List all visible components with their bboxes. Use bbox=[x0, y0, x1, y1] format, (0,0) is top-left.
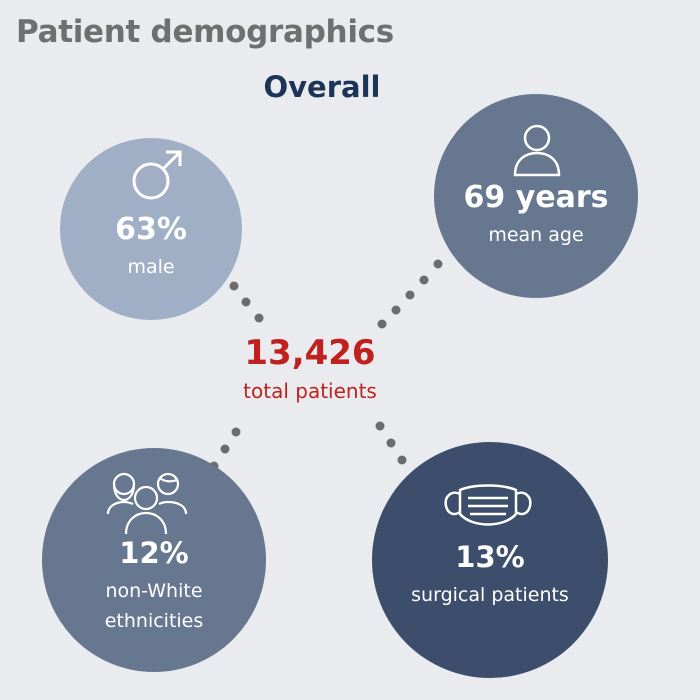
connector-bottom-right bbox=[375, 421, 407, 465]
connector-bottom-left bbox=[209, 427, 241, 471]
ethnicity-label-line2: ethnicities bbox=[104, 610, 204, 632]
male-value: 63% bbox=[115, 212, 187, 247]
total-patients-stat: 13,426 total patients bbox=[200, 333, 420, 405]
ethnicity-label: non-White ethnicities bbox=[42, 576, 266, 636]
ethnicity-label-line1: non-White bbox=[105, 580, 203, 602]
age-label: mean age bbox=[488, 224, 584, 246]
ethnicity-value: 12% bbox=[119, 536, 189, 570]
page-title: Patient demographics bbox=[16, 14, 394, 50]
male-symbol-icon bbox=[132, 150, 182, 200]
person-icon bbox=[513, 124, 561, 177]
age-value: 69 years bbox=[463, 180, 609, 215]
surgical-value: 13% bbox=[455, 540, 525, 574]
connector-top-right bbox=[377, 259, 443, 329]
surgical-stat-circle: 13% surgical patients bbox=[372, 442, 608, 678]
total-patients-label: total patients bbox=[243, 379, 377, 403]
total-patients-value: 13,426 bbox=[244, 333, 376, 373]
surgical-label: surgical patients bbox=[411, 584, 569, 606]
face-mask-icon bbox=[444, 484, 532, 526]
male-label: male bbox=[127, 256, 175, 278]
male-stat-circle: 63% male bbox=[60, 138, 242, 320]
connector-top-left bbox=[229, 281, 264, 323]
ethnicity-stat-circle: 12% non-White ethnicities bbox=[42, 448, 266, 672]
age-stat-circle: 69 years mean age bbox=[434, 94, 638, 298]
section-title: Overall bbox=[263, 70, 381, 104]
people-group-icon bbox=[106, 472, 188, 535]
